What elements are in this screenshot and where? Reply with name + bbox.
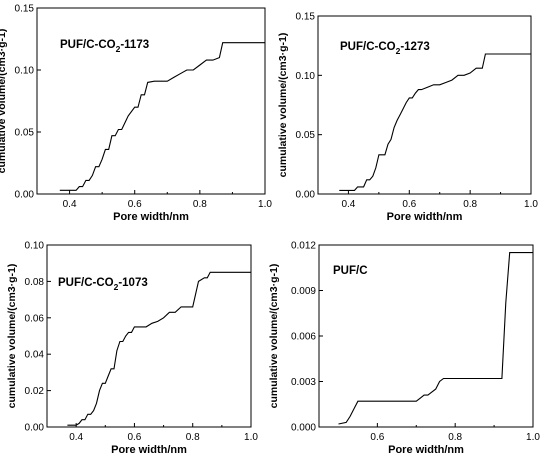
x-tick-label: 1.0 — [526, 432, 540, 443]
x-axis-label: Pore width/nm — [111, 444, 187, 456]
x-tick-label: 1.0 — [524, 199, 538, 210]
y-tick-label: 0.10 — [25, 241, 45, 252]
panel-title-tail: -1273 — [400, 41, 429, 53]
panel-title-sub: 2 — [116, 44, 121, 54]
panel-title: PUF/C — [333, 265, 368, 277]
x-tick-label: 1.0 — [258, 199, 272, 210]
x-tick-label: 0.4 — [69, 432, 83, 443]
y-tick-label: 0.02 — [25, 386, 45, 397]
panel-title-main: PUF/C — [333, 265, 368, 277]
panel-title-sub: 2 — [114, 282, 119, 292]
series-line-puf-c-co2-1173 — [59, 42, 265, 191]
x-tick-label: 0.8 — [186, 432, 200, 443]
y-axis-label: cumulative volume/(cm3·g-1) — [0, 29, 8, 174]
y-axis-label: cumulative volume/(cm3·g-1) — [6, 264, 18, 409]
x-tick-label: 0.4 — [341, 199, 355, 210]
chart-panel-puf-c-co2-1273: 0.4 0.6 0.8 1.0 0.00 0.05 0.10 0.15 Pore width/n… — [277, 12, 538, 224]
x-tick-label: 0.6 — [127, 432, 141, 443]
panel-title-main: PUF/C-CO — [340, 41, 396, 53]
y-tick-label: 0.00 — [15, 190, 35, 201]
y-tick-label: 0.10 — [15, 66, 35, 77]
y-tick-label: 0.06 — [25, 313, 45, 324]
chart-panel-puf-c-co2-1073: 0.4 0.6 0.8 1.0 0.00 0.02 0.04 0.06 0.08 0.10 Pore… — [6, 241, 258, 457]
x-tick-label: 0.8 — [448, 432, 462, 443]
plot-frame — [317, 15, 532, 195]
panel-title: PUF/C-CO2-1173 — [60, 39, 149, 54]
panel-title-sub: 2 — [396, 46, 401, 56]
y-tick-label: 0.04 — [25, 350, 45, 361]
plot-frame — [46, 244, 252, 428]
y-tick-label: 0.15 — [15, 4, 35, 15]
panel-title: PUF/C-CO2-1273 — [340, 41, 430, 56]
panel-title-tail: -1073 — [118, 277, 147, 289]
x-tick-label: 0.8 — [463, 199, 477, 210]
x-tick-label: 1.0 — [244, 432, 258, 443]
y-tick-label: 0.05 — [15, 128, 35, 139]
x-tick-label: 0.4 — [63, 199, 77, 210]
y-tick-label: 0.15 — [296, 12, 316, 23]
y-tick-label: 0.08 — [25, 277, 45, 288]
y-tick-label: 0.003 — [291, 377, 316, 388]
panel-title-main: PUF/C-CO — [60, 39, 116, 51]
series-line-puf-c-co2-1273 — [339, 53, 531, 191]
y-tick-label: 0.006 — [291, 332, 316, 343]
y-tick-label: 0.009 — [291, 286, 316, 297]
y-tick-label: 0.00 — [25, 423, 45, 434]
x-tick-label: 0.6 — [370, 432, 384, 443]
x-tick-label: 0.6 — [402, 199, 416, 210]
series-line-puf-c-co2-1073 — [67, 271, 251, 426]
x-axis-label: Pore width/nm — [388, 444, 464, 456]
chart-panel-puf-c: 0.6 0.8 1.0 0.000 0.003 0.006 0.009 0.012 Pore w… — [268, 241, 540, 457]
y-tick-label: 0.05 — [296, 130, 316, 141]
y-axis-label: cumulative volume/(cm3·g-1) — [277, 33, 289, 178]
x-axis-label: Pore width/nm — [113, 211, 189, 223]
panel-title-main: PUF/C-CO — [58, 277, 114, 289]
panel-title-tail: -1173 — [120, 39, 149, 51]
y-tick-label: 0.000 — [291, 423, 316, 434]
plot-frame — [36, 7, 266, 195]
panel-title: PUF/C-CO2-1073 — [58, 277, 148, 292]
series-line-puf-c — [338, 252, 533, 425]
x-tick-label: 0.6 — [128, 199, 142, 210]
x-tick-label: 0.8 — [193, 199, 207, 210]
y-tick-label: 0.10 — [296, 71, 316, 82]
chart-panel-puf-c-co2-1173: 0.4 0.6 0.8 1.0 0.00 0.05 0.10 0.15 Pore width/n… — [0, 4, 272, 224]
y-tick-label: 0.012 — [291, 241, 316, 252]
x-axis-label: Pore width/nm — [387, 211, 463, 223]
y-axis-label: cumulative volume/(cm3·g-1) — [268, 264, 280, 409]
y-tick-label: 0.00 — [296, 190, 316, 201]
